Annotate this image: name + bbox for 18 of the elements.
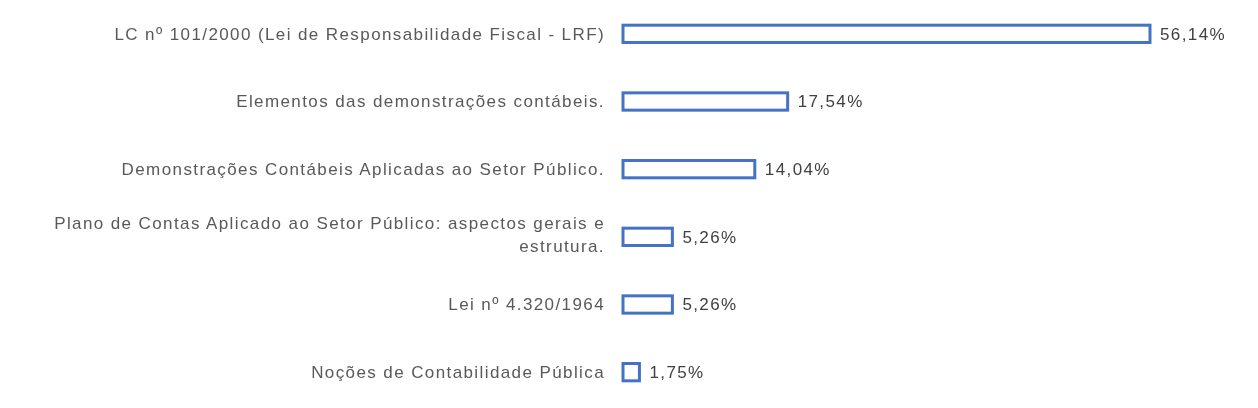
data-label: 5,26% (682, 295, 738, 315)
bar (621, 362, 641, 383)
data-label: 17,54% (797, 92, 864, 112)
data-label: 14,04% (764, 160, 831, 180)
data-label: 5,26% (682, 227, 738, 247)
y-tick-label: Demonstrações Contábeis Aplicadas ao Setor Público. (121, 160, 605, 180)
y-tick-label: Lei nº 4.320/1964 (448, 295, 605, 315)
y-tick-label: Noções de Contabilidade Pública (311, 363, 605, 383)
bar (621, 23, 1152, 44)
y-tick-label: Elementos das demonstrações contábeis. (236, 92, 605, 112)
bar (621, 159, 757, 180)
y-tick-label: Plano de Contas Aplicado ao Setor Público: aspectos gerais e estrutura. (54, 213, 605, 256)
y-tick-label: LC nº 101/2000 (Lei de Responsabilidade Fiscal - LRF) (114, 24, 605, 44)
bar (621, 294, 674, 315)
bar (621, 91, 790, 112)
data-label: 56,14% (1160, 24, 1227, 44)
data-label: 1,75% (649, 363, 705, 383)
bar (621, 226, 674, 247)
